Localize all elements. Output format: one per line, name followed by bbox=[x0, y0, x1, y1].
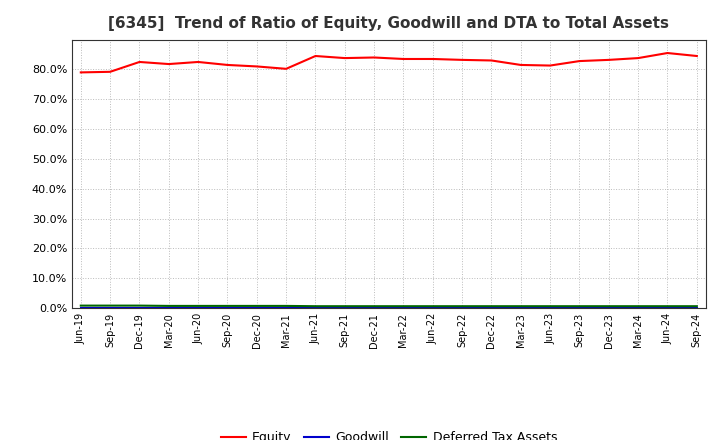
Deferred Tax Assets bbox=[311, 304, 320, 309]
Deferred Tax Assets bbox=[223, 303, 232, 308]
Equity bbox=[194, 59, 202, 65]
Deferred Tax Assets bbox=[341, 304, 349, 309]
Deferred Tax Assets bbox=[487, 304, 496, 309]
Goodwill bbox=[194, 305, 202, 311]
Goodwill bbox=[341, 305, 349, 311]
Deferred Tax Assets bbox=[663, 304, 672, 309]
Deferred Tax Assets bbox=[194, 303, 202, 308]
Title: [6345]  Trend of Ratio of Equity, Goodwill and DTA to Total Assets: [6345] Trend of Ratio of Equity, Goodwil… bbox=[108, 16, 670, 32]
Deferred Tax Assets bbox=[605, 304, 613, 309]
Equity bbox=[341, 55, 349, 61]
Deferred Tax Assets bbox=[516, 304, 525, 309]
Equity bbox=[663, 50, 672, 55]
Line: Equity: Equity bbox=[81, 53, 697, 73]
Equity bbox=[282, 66, 290, 71]
Equity bbox=[575, 59, 584, 64]
Equity bbox=[399, 56, 408, 62]
Equity bbox=[458, 57, 467, 62]
Equity bbox=[605, 57, 613, 62]
Legend: Equity, Goodwill, Deferred Tax Assets: Equity, Goodwill, Deferred Tax Assets bbox=[215, 426, 562, 440]
Deferred Tax Assets bbox=[282, 303, 290, 308]
Goodwill bbox=[663, 305, 672, 311]
Equity bbox=[106, 69, 114, 74]
Equity bbox=[223, 62, 232, 68]
Deferred Tax Assets bbox=[399, 304, 408, 309]
Goodwill bbox=[634, 305, 642, 311]
Goodwill bbox=[311, 305, 320, 311]
Equity bbox=[487, 58, 496, 63]
Goodwill bbox=[575, 305, 584, 311]
Deferred Tax Assets bbox=[575, 304, 584, 309]
Equity bbox=[135, 59, 144, 65]
Deferred Tax Assets bbox=[370, 304, 379, 309]
Goodwill bbox=[223, 305, 232, 311]
Goodwill bbox=[253, 305, 261, 311]
Equity bbox=[693, 53, 701, 59]
Goodwill bbox=[106, 305, 114, 311]
Goodwill bbox=[605, 305, 613, 311]
Goodwill bbox=[487, 305, 496, 311]
Goodwill bbox=[164, 305, 173, 311]
Equity bbox=[634, 55, 642, 61]
Deferred Tax Assets bbox=[106, 303, 114, 308]
Deferred Tax Assets bbox=[135, 303, 144, 308]
Deferred Tax Assets bbox=[253, 303, 261, 308]
Equity bbox=[546, 63, 554, 68]
Deferred Tax Assets bbox=[634, 304, 642, 309]
Goodwill bbox=[282, 305, 290, 311]
Goodwill bbox=[546, 305, 554, 311]
Deferred Tax Assets bbox=[458, 304, 467, 309]
Goodwill bbox=[135, 305, 144, 311]
Deferred Tax Assets bbox=[428, 304, 437, 309]
Equity bbox=[164, 62, 173, 67]
Equity bbox=[253, 64, 261, 69]
Equity bbox=[428, 56, 437, 62]
Equity bbox=[370, 55, 379, 60]
Goodwill bbox=[370, 305, 379, 311]
Deferred Tax Assets bbox=[693, 304, 701, 309]
Goodwill bbox=[516, 305, 525, 311]
Goodwill bbox=[428, 305, 437, 311]
Equity bbox=[76, 70, 85, 75]
Deferred Tax Assets bbox=[546, 304, 554, 309]
Goodwill bbox=[693, 305, 701, 311]
Goodwill bbox=[399, 305, 408, 311]
Equity bbox=[516, 62, 525, 68]
Deferred Tax Assets bbox=[164, 303, 173, 308]
Goodwill bbox=[458, 305, 467, 311]
Equity bbox=[311, 53, 320, 59]
Deferred Tax Assets bbox=[76, 303, 85, 308]
Goodwill bbox=[76, 305, 85, 311]
